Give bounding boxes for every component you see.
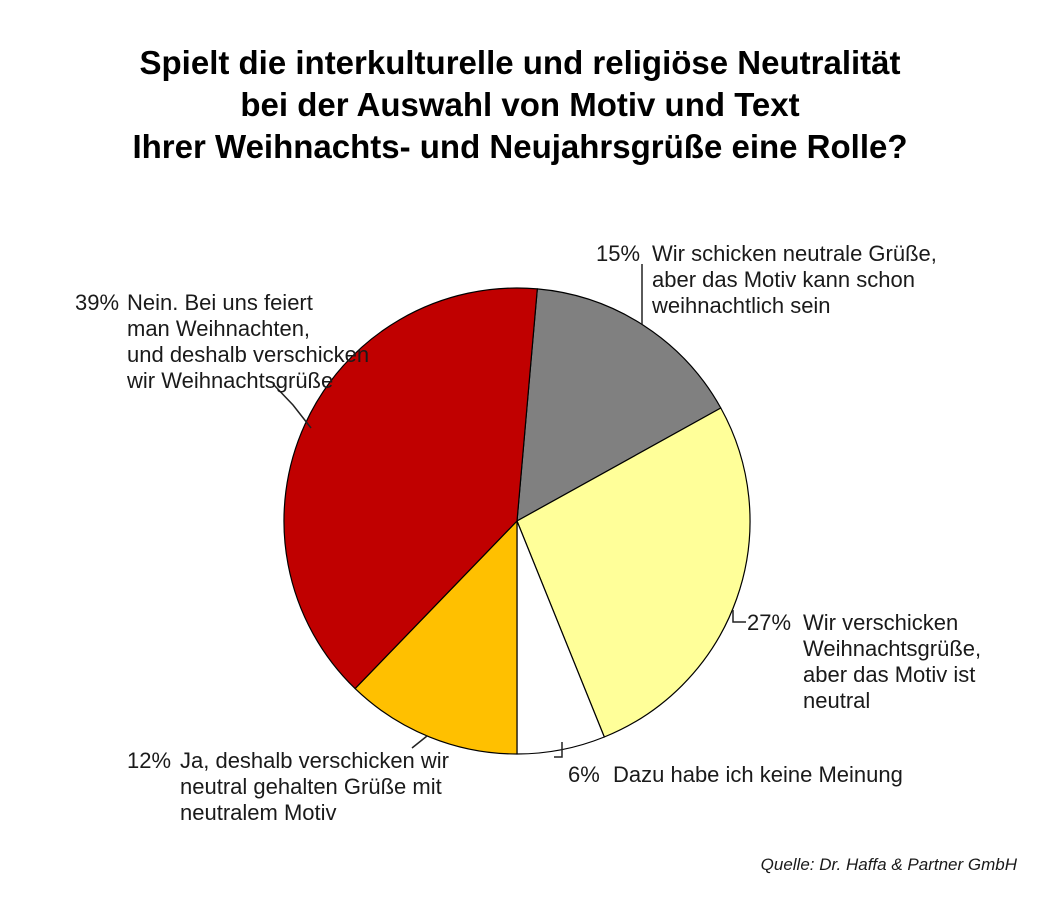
leader-line-6 (554, 742, 563, 758)
callout-line: weihnachtlich sein (652, 293, 831, 318)
callout-39: 39% Nein. Bei uns feiert man Weihnachten… (75, 290, 369, 394)
callout-line: Weihnachtsgrüße, (803, 636, 982, 661)
callout-6-percent: 6% (568, 762, 600, 787)
callout-line: wir Weihnachtsgrüße (127, 368, 334, 393)
pie-slice-27pct (516, 407, 751, 738)
callout-12-percent: 12% (127, 748, 172, 773)
callout-line: Wir schicken neutrale Grüße, (652, 241, 937, 266)
callout-line: man Weihnachten, (127, 316, 311, 341)
pie-slice-12pct (354, 520, 518, 755)
callout-15: 15% Wir schicken neutrale Grüße, aber da… (596, 241, 937, 319)
callout-39-text: Nein. Bei uns feiert man Weihnachten, un… (127, 290, 369, 394)
leader-line-12 (411, 735, 428, 749)
pie-slice-39pct (283, 287, 538, 690)
callout-line: Wir verschicken (803, 610, 959, 635)
callout-27-text: Wir verschicken Weihnachtsgrüße, aber da… (803, 610, 981, 714)
callout-line: neutral gehalten Grüße mit (180, 774, 442, 799)
leader-line-39 (272, 383, 312, 429)
callout-line: Dazu habe ich keine Meinung (613, 762, 903, 787)
pie-slice-15pct (516, 288, 722, 522)
callout-6: 6% Dazu habe ich keine Meinung (568, 762, 903, 788)
callout-line: neutral (803, 688, 871, 713)
callout-27: 27% Wir verschicken Weihnachtsgrüße, abe… (747, 610, 981, 714)
source-credit: Quelle: Dr. Haffa & Partner GmbH (760, 855, 1017, 874)
callout-27-percent: 27% (747, 610, 792, 635)
callout-39-percent: 39% (75, 290, 120, 315)
callout-15-percent: 15% (596, 241, 641, 266)
chart-title-line-2: bei der Auswahl von Motiv und Text (240, 86, 800, 123)
callout-line: Nein. Bei uns feiert (127, 290, 313, 315)
callout-6-text: Dazu habe ich keine Meinung (613, 762, 903, 788)
callout-line: aber das Motiv kann schon (652, 267, 915, 292)
leader-line-27 (732, 610, 746, 623)
chart-title: Spielt die interkulturelle und religiöse… (0, 42, 1040, 168)
callout-12-text: Ja, deshalb verschicken wir neutral geha… (180, 748, 449, 826)
callout-12: 12% Ja, deshalb verschicken wir neutral … (127, 748, 449, 826)
callout-line: neutralem Motiv (180, 800, 337, 825)
chart-title-line-1: Spielt die interkulturelle und religiöse… (139, 44, 901, 81)
callout-line: aber das Motiv ist (803, 662, 976, 687)
chart-title-line-3: Ihrer Weihnachts- und Neujahrsgrüße eine… (132, 128, 908, 165)
callout-line: Ja, deshalb verschicken wir (180, 748, 450, 773)
callout-line: und deshalb verschicken (127, 342, 370, 367)
callout-15-text: Wir schicken neutrale Grüße, aber das Mo… (652, 241, 937, 319)
pie-slices (283, 287, 751, 755)
